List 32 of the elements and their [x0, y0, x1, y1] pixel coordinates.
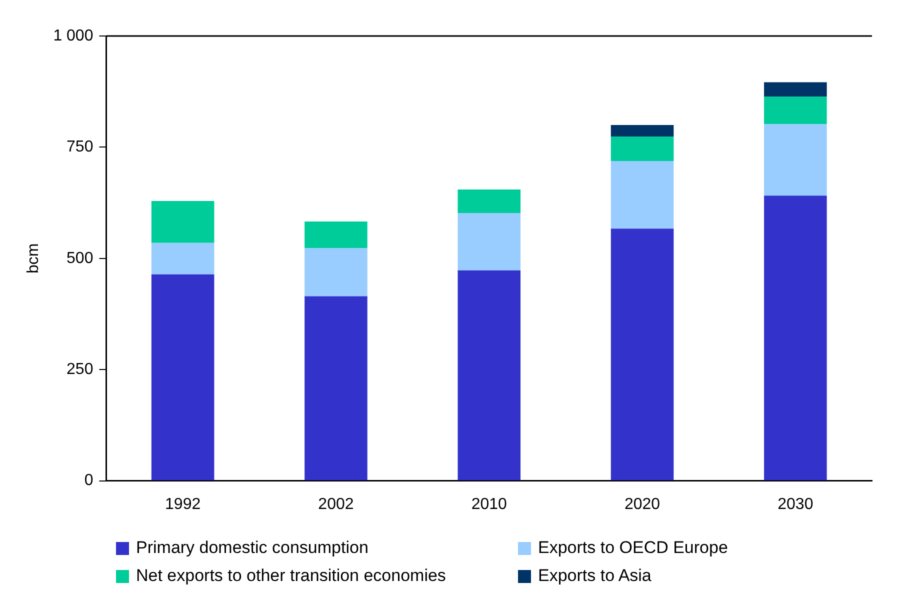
bar	[610, 136, 674, 161]
y-tick-label: 1 000	[53, 27, 94, 44]
y-tick-label: 250	[66, 361, 94, 378]
y-axis-title: bcm	[25, 243, 42, 274]
bar	[764, 124, 827, 196]
legend-label: Exports to Asia	[538, 566, 652, 586]
x-tick-label: 2020	[624, 496, 660, 513]
bar	[764, 196, 827, 480]
bar	[304, 221, 368, 248]
bar	[151, 242, 214, 274]
y-tick-label: 500	[66, 250, 94, 267]
legend-label: Primary domestic consumption	[136, 538, 368, 558]
bar	[151, 274, 214, 480]
bar	[458, 270, 521, 480]
bar	[458, 189, 521, 214]
x-tick-label: 2030	[778, 496, 814, 513]
bar	[610, 228, 674, 480]
x-tick-label: 2002	[318, 496, 354, 513]
bar	[304, 248, 368, 296]
bar	[304, 296, 368, 480]
y-tick-label: 0	[84, 472, 94, 490]
x-tick-label: 2010	[471, 496, 508, 513]
y-tick-label: 750	[66, 138, 94, 156]
bar	[458, 213, 521, 270]
bar	[151, 201, 214, 243]
legend-label: Exports to OECD Europe	[538, 538, 728, 558]
x-tick-label: 1992	[165, 496, 201, 513]
legend-label: Net exports to other transition economies	[136, 566, 446, 586]
bar	[610, 124, 674, 137]
bar	[610, 160, 674, 229]
bar	[764, 82, 827, 96]
bar	[764, 96, 827, 124]
